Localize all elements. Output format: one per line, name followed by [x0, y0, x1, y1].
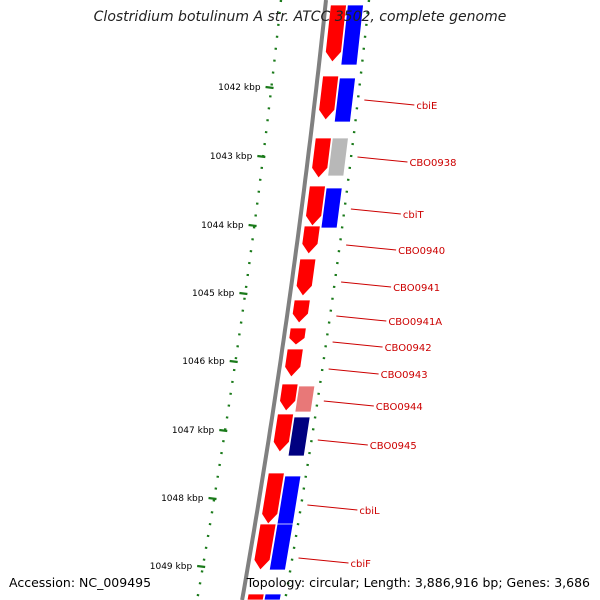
forward-gene — [324, 4, 347, 63]
forward-gene — [272, 413, 295, 453]
accession-label: Accession: NC_009495 — [9, 575, 152, 590]
genome-backbone — [240, 0, 328, 600]
kbp-tick — [265, 85, 274, 90]
kbp-label: 1047 kbp — [172, 426, 215, 436]
genome-stats: Topology: circular; Length: 3,886,916 bp… — [246, 575, 590, 590]
forward-gene — [261, 472, 285, 525]
gene-label: cbiL — [359, 506, 380, 517]
kbp-tick — [208, 496, 217, 501]
gene-label-leader — [328, 368, 379, 375]
forward-gene — [279, 383, 299, 412]
reverse-gene — [333, 77, 356, 123]
gene-label: cbiE — [416, 101, 437, 112]
gene-label: CBO0941 — [393, 283, 440, 294]
inner-tick-circle — [195, 0, 283, 600]
reverse-gene — [327, 137, 349, 177]
kbp-label: 1045 kbp — [192, 289, 235, 299]
outer-tick-circle — [283, 0, 371, 600]
reverse-gene — [340, 4, 364, 66]
gene-label-leader — [298, 557, 349, 564]
gene-label-leader — [336, 315, 387, 322]
forward-gene — [295, 258, 317, 297]
gene-label: CBO0942 — [385, 343, 432, 354]
gene-label-leader — [341, 281, 392, 288]
kbp-label: 1042 kbp — [218, 83, 261, 93]
gene-label: CBO0940 — [398, 246, 445, 257]
kbp-label: 1049 kbp — [150, 562, 193, 572]
forward-gene — [253, 523, 277, 571]
kbp-label: 1044 kbp — [201, 221, 244, 231]
forward-gene — [291, 299, 311, 324]
reverse-gene — [287, 416, 311, 457]
gene-label: cbiF — [351, 559, 372, 570]
kbp-label: 1048 kbp — [161, 494, 204, 504]
gene-label-leader — [317, 439, 368, 446]
kbp-tick — [219, 428, 228, 433]
forward-gene — [318, 75, 340, 121]
kbp-tick — [197, 564, 206, 569]
gene-label: CBO0945 — [370, 441, 417, 452]
gene-label-leader — [307, 504, 358, 511]
kbp-label: 1043 kbp — [210, 152, 253, 162]
reverse-gene — [320, 187, 343, 229]
kbp-tick — [229, 359, 238, 364]
gene-label-leader — [323, 400, 374, 407]
kbp-tick — [248, 223, 257, 228]
gene-label: CBO0941A — [388, 317, 442, 328]
forward-gene — [284, 348, 304, 378]
genome-title: Clostridium botulinum A str. ATCC 3502, … — [93, 9, 507, 25]
reverse-gene — [263, 593, 282, 600]
gene-label-leader — [350, 208, 401, 215]
forward-gene — [246, 593, 265, 600]
forward-gene — [288, 327, 307, 346]
reverse-gene — [294, 385, 316, 413]
gene-label: CBO0944 — [376, 402, 423, 413]
forward-gene — [305, 185, 326, 227]
kbp-tick — [257, 154, 266, 159]
kbp-tick — [239, 291, 248, 296]
kbp-label: 1046 kbp — [182, 357, 225, 367]
gene-label-leader — [364, 99, 415, 106]
gene-label: CBO0943 — [381, 370, 428, 381]
gene-label: cbiT — [403, 210, 425, 221]
gene-label-leader — [346, 244, 397, 251]
forward-gene — [311, 137, 332, 179]
forward-gene — [301, 225, 321, 255]
gene-label-leader — [357, 156, 408, 163]
reverse-gene — [268, 523, 294, 571]
gene-label-leader — [332, 341, 383, 348]
gene-label: CBO0938 — [409, 158, 456, 169]
